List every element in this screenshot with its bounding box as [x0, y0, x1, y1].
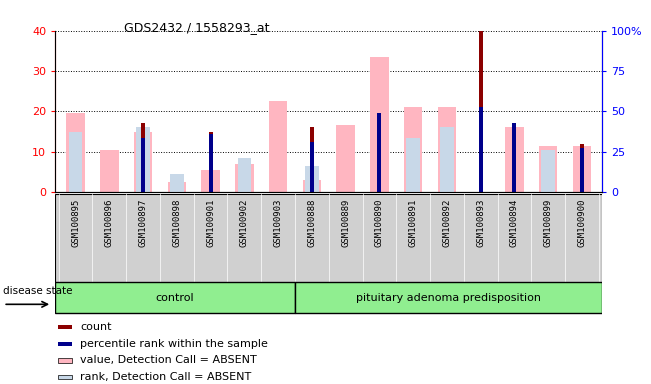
Text: GDS2432 / 1558293_at: GDS2432 / 1558293_at	[124, 21, 270, 34]
Bar	[66, 113, 85, 192]
Bar	[440, 127, 454, 192]
Text: percentile rank within the sample: percentile rank within the sample	[80, 339, 268, 349]
Text: GSM100897: GSM100897	[139, 199, 148, 247]
Text: GSM100899: GSM100899	[544, 199, 553, 247]
Bar	[55, 194, 602, 284]
Text: GSM100888: GSM100888	[307, 199, 316, 247]
Text: GSM100895: GSM100895	[71, 199, 80, 247]
Bar	[478, 31, 482, 192]
Text: GSM100890: GSM100890	[375, 199, 384, 247]
Text: GSM100889: GSM100889	[341, 199, 350, 247]
Bar	[294, 282, 602, 313]
Bar	[478, 108, 482, 192]
Text: GSM100894: GSM100894	[510, 199, 519, 247]
Bar	[437, 108, 456, 192]
Bar	[580, 144, 584, 192]
Bar	[305, 166, 318, 192]
Bar	[539, 146, 557, 192]
Bar	[141, 124, 145, 192]
Text: pituitary adenoma predisposition: pituitary adenoma predisposition	[356, 293, 541, 303]
Text: GSM100892: GSM100892	[443, 199, 451, 247]
Bar	[370, 57, 389, 192]
Bar	[235, 164, 254, 192]
Bar	[406, 137, 420, 192]
Bar	[55, 282, 294, 313]
Bar	[512, 124, 516, 192]
Text: GSM100900: GSM100900	[577, 199, 587, 247]
Bar	[404, 108, 422, 192]
Bar	[100, 150, 118, 192]
Text: GSM100903: GSM100903	[273, 199, 283, 247]
Text: GSM100898: GSM100898	[173, 199, 182, 247]
Text: control: control	[156, 293, 194, 303]
Bar	[337, 126, 355, 192]
Bar	[58, 325, 72, 329]
Text: GSM100891: GSM100891	[409, 199, 418, 247]
Bar	[167, 182, 186, 192]
Bar	[303, 180, 321, 192]
Bar	[238, 158, 251, 192]
Bar	[310, 142, 314, 192]
Text: disease state: disease state	[3, 286, 73, 296]
Bar	[208, 131, 213, 192]
Bar	[208, 134, 213, 192]
Bar	[134, 131, 152, 192]
Bar	[69, 131, 82, 192]
Text: GSM100896: GSM100896	[105, 199, 114, 247]
Bar	[573, 146, 591, 192]
Bar	[170, 174, 184, 192]
Bar	[580, 148, 584, 192]
Bar	[310, 127, 314, 192]
Text: GSM100902: GSM100902	[240, 199, 249, 247]
Bar	[378, 113, 381, 192]
Bar	[137, 127, 150, 192]
Bar	[58, 342, 72, 346]
Text: count: count	[80, 322, 111, 332]
Bar	[141, 137, 145, 192]
Text: GSM100901: GSM100901	[206, 199, 215, 247]
Text: value, Detection Call = ABSENT: value, Detection Call = ABSENT	[80, 356, 256, 366]
Bar	[201, 170, 220, 192]
Bar	[542, 150, 555, 192]
Bar	[505, 127, 523, 192]
Text: rank, Detection Call = ABSENT: rank, Detection Call = ABSENT	[80, 372, 251, 382]
Text: GSM100893: GSM100893	[476, 199, 485, 247]
Bar	[58, 358, 72, 362]
Bar	[58, 375, 72, 379]
Bar	[269, 101, 287, 192]
